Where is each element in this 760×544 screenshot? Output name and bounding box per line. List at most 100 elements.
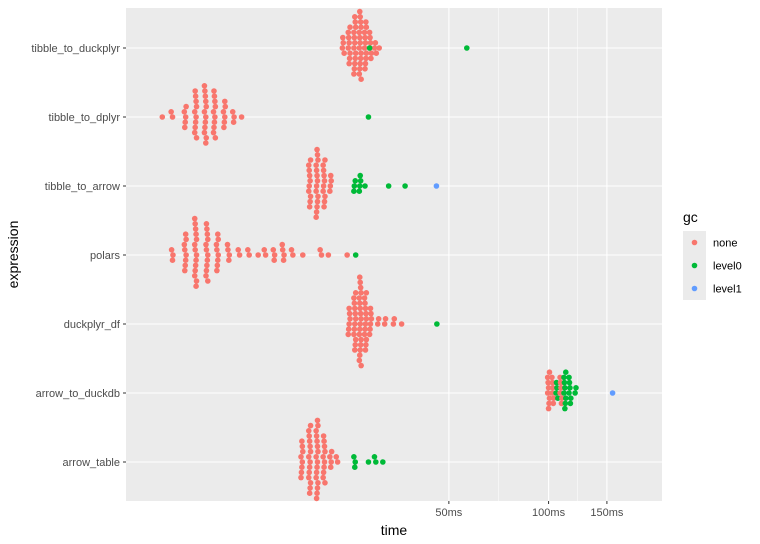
data-point-none [306,469,313,476]
data-point-level0 [562,400,569,407]
data-point-none [321,204,327,210]
data-point-none [363,316,370,322]
x-axis-title: time [381,522,408,538]
data-point-none [271,252,278,258]
data-point-none [213,241,220,248]
data-point-none [299,443,306,450]
data-point-none [307,178,313,184]
data-point-none [214,247,220,253]
data-point-none [356,295,363,301]
data-point-none [358,76,364,82]
legend-label-none: none [713,238,737,250]
data-point-none [193,257,199,264]
data-point-none [192,226,199,232]
data-point-none [246,252,252,258]
data-point-none [362,66,368,72]
data-point-level0 [434,321,440,327]
data-point-level0 [562,395,569,402]
data-point-none [321,464,327,471]
data-point-none [307,193,314,200]
data-point-none [224,241,231,248]
data-point-none [313,183,320,189]
data-point-level0 [566,374,572,381]
data-point-none [211,93,218,99]
data-point-none [351,29,357,36]
data-point-none [345,45,352,51]
data-point-none [346,40,352,46]
data-point-none [313,162,319,168]
data-point-none [222,103,229,110]
data-point-level0 [357,178,364,184]
data-point-none [356,29,363,36]
data-point-level0 [352,459,359,465]
x-axis: 50ms 100ms 150ms [435,501,624,519]
data-point-none [314,204,320,210]
data-point-none [307,459,313,465]
data-point-none [203,273,209,279]
y-tick-label: polars [90,250,120,262]
data-point-none [549,390,555,396]
data-point-none [347,50,353,56]
data-point-level0 [362,183,368,189]
data-point-none [298,469,305,476]
data-point-level0 [567,385,573,391]
data-point-none [351,300,358,307]
data-point-none [367,321,374,327]
data-point-none [550,400,557,407]
x-tick-label: 150ms [590,507,624,519]
data-point-level0 [371,454,378,460]
data-point-none [212,103,219,110]
data-point-none [362,347,369,353]
data-point-none [306,464,313,471]
data-point-none [305,454,312,460]
data-point-none [222,98,228,105]
data-point-none [313,209,320,215]
data-point-none [313,188,319,194]
data-point-none [367,40,374,46]
data-point-none [550,385,556,391]
data-point-none [375,316,382,322]
data-point-level0 [572,390,578,396]
legend-title: gc [683,209,698,225]
data-point-none [204,231,211,237]
data-point-none [204,226,210,232]
data-point-level0 [351,183,358,189]
data-point-none [314,172,320,179]
data-point-none [212,98,218,105]
data-point-none [352,55,359,62]
data-point-none [202,88,208,94]
data-point-none [327,454,333,460]
data-point-none [181,247,188,253]
data-point-none [345,326,352,333]
data-point-none [363,19,369,25]
data-point-level0 [562,369,569,376]
data-point-none [559,395,565,402]
data-point-none [306,167,313,174]
data-point-level0 [562,385,568,391]
data-point-level0 [561,379,568,386]
data-point-none [357,13,364,20]
data-point-none [214,231,221,237]
data-point-none [320,433,327,439]
data-point-none [298,474,304,481]
data-point-level0 [555,395,561,402]
y-axis: tibble_to_duckplyr tibble_to_dplyr tibble_… [31,43,126,469]
data-point-none [346,55,353,62]
data-point-none [557,390,563,396]
data-point-none [327,183,334,189]
data-point-none [204,262,210,269]
data-point-none [340,40,347,46]
data-point-none [306,172,313,179]
data-point-none [306,433,313,439]
data-point-level0 [566,390,572,396]
data-point-none [351,331,357,338]
data-point-none [192,262,199,269]
data-point-none [322,157,328,163]
data-point-none [358,50,364,56]
data-point-none [351,40,358,46]
data-point-none [321,178,328,184]
data-point-none [347,316,353,322]
data-point-none [315,480,321,486]
data-point-none [320,474,326,481]
data-point-level0 [351,188,357,194]
